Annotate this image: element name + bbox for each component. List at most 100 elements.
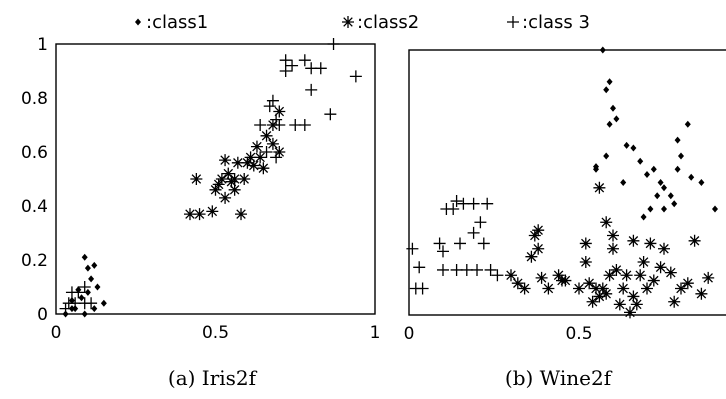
x-tick-label-wine2f: 0.5 — [565, 324, 592, 344]
x-tick-label-wine2f: 0 — [404, 324, 415, 344]
y-tick-label-iris2f: 1 — [37, 35, 48, 55]
point-iris2f-plus-3-5 — [270, 151, 283, 164]
point-iris2f-asterisk-2-15 — [244, 151, 257, 164]
point-iris2f-plus-3-2 — [263, 100, 276, 113]
caption-wine2f: (b) Wine2f — [505, 366, 613, 390]
point-wine2f-asterisk-2-47 — [607, 229, 619, 242]
point-wine2f-diamond-0-16 — [667, 192, 674, 200]
point-wine2f-asterisk-2-32 — [647, 274, 660, 287]
point-iris2f-plus-3-17 — [327, 38, 340, 50]
point-wine2f-asterisk-2-36 — [668, 295, 681, 308]
point-iris2f-plus-1-6 — [72, 286, 85, 299]
point-iris2f-diamond-0-10 — [81, 253, 88, 261]
point-iris2f-asterisk-2-17 — [250, 140, 263, 153]
point-wine2f-asterisk-2-12 — [579, 256, 592, 268]
point-wine2f-plus-1-10 — [454, 237, 466, 250]
point-wine2f-asterisk-2-38 — [681, 277, 694, 290]
point-iris2f-diamond-0-9 — [84, 264, 91, 272]
point-wine2f-diamond-0-7 — [603, 152, 610, 160]
point-iris2f-plus-3-12 — [314, 62, 327, 75]
point-wine2f-asterisk-2-41 — [702, 271, 715, 284]
legend: :class1 :class2 :class 3 — [135, 12, 590, 33]
point-wine2f-asterisk-2-31 — [644, 237, 657, 250]
point-wine2f-diamond-0-11 — [637, 157, 644, 165]
x-ticks-wine2f: 0 0.5 — [404, 324, 593, 344]
point-wine2f-asterisk-2-23 — [617, 282, 630, 295]
point-wine2f-diamond-0-26 — [712, 205, 718, 213]
plot-frame-wine2f — [408, 49, 726, 316]
point-wine2f-diamond-0-8 — [620, 179, 627, 186]
point-iris2f-plus-3-1 — [260, 146, 273, 158]
point-wine2f-asterisk-2-21 — [610, 263, 623, 276]
point-iris2f-diamond-0-11 — [91, 261, 98, 269]
legend-item-class2: :class2 — [342, 12, 419, 33]
point-wine2f-plus-1-17 — [481, 197, 494, 210]
point-wine2f-asterisk-2-9 — [552, 269, 565, 282]
marks-wine2f — [406, 46, 718, 319]
point-iris2f-plus-3-18 — [349, 70, 362, 83]
point-iris2f-asterisk-2-1 — [190, 173, 203, 185]
panel-iris2f: 00.20.40.60.81 0 0.5 1 (a) Iris2f — [21, 35, 380, 390]
point-wine2f-diamond-0-0 — [599, 46, 606, 54]
point-wine2f-diamond-0-2 — [603, 86, 610, 94]
point-wine2f-plus-1-14 — [467, 226, 480, 239]
point-wine2f-plus-1-3 — [416, 282, 429, 295]
point-wine2f-asterisk-2-16 — [593, 290, 606, 303]
legend-marker-plus-icon — [507, 16, 519, 28]
point-wine2f-asterisk-2-4 — [505, 269, 517, 282]
point-wine2f-asterisk-2-35 — [664, 266, 677, 279]
point-wine2f-asterisk-2-44 — [627, 234, 640, 247]
point-wine2f-diamond-0-9 — [623, 141, 630, 149]
point-iris2f-plus-3-0 — [254, 119, 267, 131]
point-wine2f-asterisk-2-30 — [641, 282, 653, 295]
point-wine2f-asterisk-2-29 — [637, 256, 650, 268]
point-wine2f-asterisk-2-26 — [627, 290, 640, 303]
y-tick-label-iris2f: 0.2 — [21, 251, 48, 271]
caption-iris2f: (a) Iris2f — [168, 366, 258, 390]
point-wine2f-plus-1-15 — [474, 216, 487, 229]
point-wine2f-asterisk-2-2 — [532, 224, 545, 237]
point-iris2f-diamond-0-2 — [81, 310, 88, 318]
point-wine2f-diamond-0-1 — [606, 78, 613, 86]
point-iris2f-plus-1-7 — [78, 281, 91, 293]
point-wine2f-asterisk-2-43 — [600, 216, 613, 229]
point-wine2f-asterisk-2-14 — [586, 295, 599, 308]
point-wine2f-asterisk-2-11 — [573, 282, 585, 295]
point-wine2f-diamond-0-14 — [657, 179, 664, 186]
point-wine2f-plus-1-19 — [491, 269, 504, 282]
panel-wine2f: 0 0.5 (b) Wine2f — [404, 46, 726, 390]
point-iris2f-asterisk-2-6 — [222, 167, 235, 180]
point-iris2f-plus-3-6 — [273, 119, 286, 131]
point-iris2f-diamond-0-7 — [94, 283, 101, 291]
point-wine2f-diamond-0-10 — [630, 144, 637, 152]
point-iris2f-plus-3-13 — [305, 83, 318, 96]
point-iris2f-plus-1-0 — [59, 302, 72, 315]
point-wine2f-plus-1-6 — [437, 263, 449, 276]
point-wine2f-asterisk-2-39 — [688, 234, 701, 247]
y-ticks-iris2f: 0 0.2 0.4 0.6 0.8 1 — [21, 35, 48, 325]
point-wine2f-asterisk-2-6 — [518, 282, 531, 295]
point-iris2f-plus-1-4 — [85, 297, 98, 310]
point-wine2f-plus-1-0 — [406, 242, 419, 255]
point-wine2f-asterisk-2-27 — [630, 298, 643, 311]
point-iris2f-diamond-0-8 — [88, 275, 95, 283]
point-wine2f-diamond-0-21 — [688, 173, 695, 181]
point-wine2f-asterisk-2-46 — [556, 274, 568, 287]
point-wine2f-asterisk-2-7 — [535, 271, 548, 284]
x-ticks-iris2f: 0 0.5 1 — [51, 323, 381, 343]
point-wine2f-diamond-0-23 — [674, 165, 681, 173]
point-wine2f-asterisk-2-45 — [593, 181, 606, 194]
point-iris2f-diamond-0-4 — [68, 297, 75, 304]
point-wine2f-diamond-0-17 — [661, 205, 667, 213]
point-iris2f-asterisk-2-25 — [219, 191, 232, 204]
y-tick-label-iris2f: 0 — [37, 305, 48, 325]
point-wine2f-diamond-0-20 — [684, 120, 691, 128]
x-tick-label-iris2f: 0.5 — [202, 323, 229, 343]
point-wine2f-plus-1-5 — [437, 245, 449, 258]
point-wine2f-asterisk-2-34 — [658, 242, 670, 255]
point-wine2f-asterisk-2-22 — [613, 298, 626, 311]
point-wine2f-diamond-0-13 — [650, 165, 657, 173]
point-iris2f-asterisk-2-23 — [273, 105, 286, 118]
point-wine2f-diamond-0-25 — [698, 179, 705, 186]
point-wine2f-diamond-0-29 — [640, 213, 647, 221]
